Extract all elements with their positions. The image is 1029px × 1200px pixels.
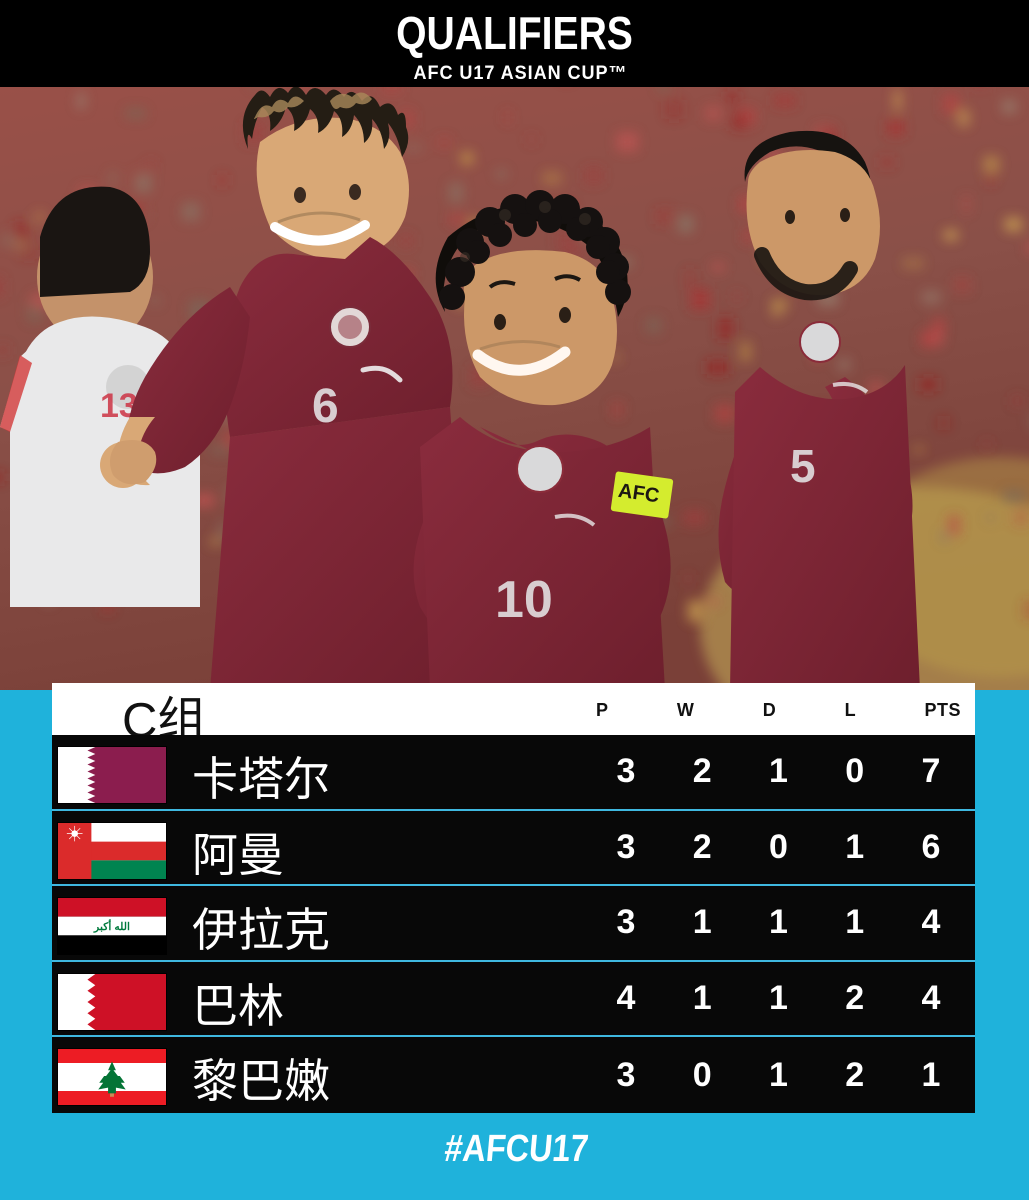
svg-text:الله أكبر: الله أكبر [93, 919, 130, 933]
svg-text:6: 6 [312, 380, 339, 433]
svg-text:5: 5 [790, 440, 816, 492]
svg-text:10: 10 [495, 571, 553, 629]
